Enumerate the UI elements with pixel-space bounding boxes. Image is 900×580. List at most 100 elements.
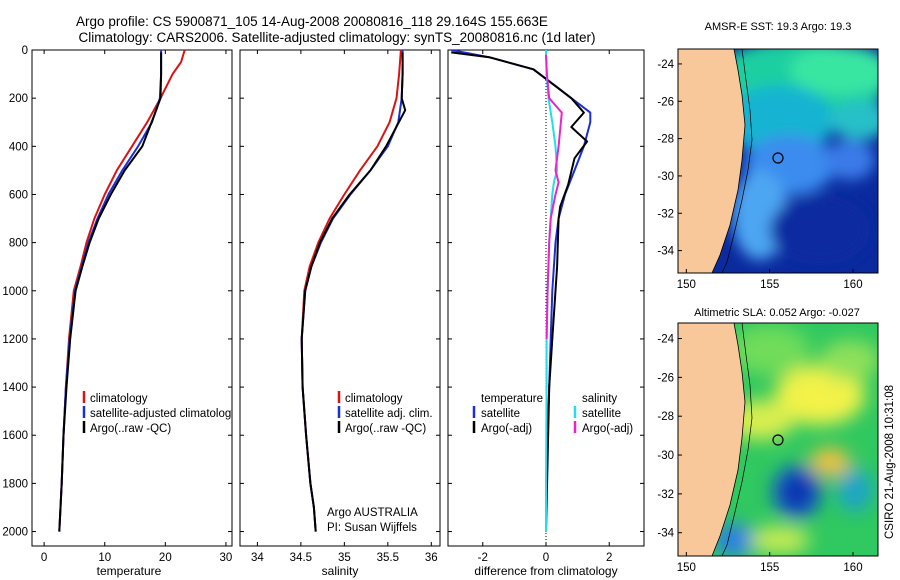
legend-label-climatology: climatology [90,393,148,405]
sla-south-eddy [713,524,757,556]
map-sst-frame [677,48,879,274]
legend-label-temp-argo: Argo(-adj) [481,423,532,435]
map-sla-ticks: 150 155 160 -24 -26 -28 -30 -32 -34 [657,334,862,574]
salinity-series [300,50,407,532]
sst-mid-east [830,100,878,140]
depth-tick-label: 1800 [2,478,28,490]
depth-tick-label: 1200 [2,334,28,346]
sst-cold-south [770,195,870,265]
panel-salinity: 34 34.5 35 35.5 36 salinity climatology sate… [239,49,441,578]
sla-lat-label: -26 [657,372,674,384]
depth-tick-label: 400 [9,141,28,153]
legend-label-satellite-adj: satellite adj. clim. [345,408,433,420]
depth-tick-label: 0 [22,45,28,57]
series-line-argo-raw-qc [300,52,407,532]
series-line-argo-raw-qc [58,52,163,532]
sst-lon-label: 160 [843,279,862,291]
sla-lat-label: -28 [657,411,674,423]
salinity-xlabel: salinity [322,564,359,578]
salinity-xtick-label: 36 [425,552,438,564]
map-sst-title: AMSR-E SST: 19.3 Argo: 19.3 [705,21,852,33]
map-sla-title: Altimetric SLA: 0.052 Argo: -0.027 [694,307,860,319]
sla-landmass [678,323,746,556]
temperature-xtick-label: 20 [159,552,172,564]
temperature-xtick-label: 0 [41,552,47,564]
series-line-salinity-argo-adj [545,54,563,339]
sst-landmass [678,49,746,273]
sla-lon-label: 150 [677,562,696,574]
sla-lat-label: -34 [657,528,674,540]
map-sla-field [678,323,878,556]
sst-lat-label: -28 [657,134,674,146]
map-sst-ticks: 150 155 160 -24 -26 -28 -30 -32 -34 [657,59,862,291]
legend-label-sal-satellite: satellite [582,408,621,420]
difference-series [451,50,592,532]
map-sst-field [678,49,878,273]
sst-lat-label: -34 [657,246,674,258]
difference-xtick-label: -2 [478,552,488,564]
legend-label-satellite-adjusted: satellite-adjusted climatology [90,408,237,420]
map-sla-frame [677,322,879,557]
depth-tick-label: 2000 [2,527,28,539]
sst-isobath [721,49,753,273]
temperature-series [58,50,186,532]
sst-lon-label: 155 [760,279,779,291]
temperature-xtick-label: 30 [220,552,233,564]
sst-lat-label: -26 [657,96,674,108]
sst-blobs [710,49,878,265]
temperature-axes-frame [31,49,233,547]
sst-lat-label: -30 [657,171,674,183]
sla-lon-label: 155 [760,562,779,574]
sla-south-yellow [750,526,810,554]
salinity-axes-frame [239,49,441,547]
legend-label-argo: Argo(..raw -QC) [345,423,426,435]
legend-title-temperature: temperature [481,393,543,405]
legend-label-sal-argo: Argo(-adj) [582,423,633,435]
depth-tick-label: 1000 [2,286,28,298]
annotation-argo-australia: Argo AUSTRALIA [327,507,418,519]
sst-lat-label: -32 [657,208,674,220]
sla-lat-label: -24 [657,334,674,346]
temperature-legend: climatology satellite-adjusted climatolo… [82,391,237,435]
figure-title-line2: Climatology: CARS2006. Satellite-adjuste… [78,30,595,45]
sla-east-eddy [837,468,873,512]
depth-tick-label: 600 [9,189,28,201]
sla-lon-label: 160 [843,562,862,574]
sla-cold-core [785,478,809,506]
difference-xtick-label: 2 [606,552,612,564]
difference-legend-salinity: salinity satellite Argo(-adj) [573,393,633,435]
panel-temperature: 0 10 20 30 0 200 400 600 800 1000 1200 1400 1600 1800… [2,45,237,578]
depth-tick-label: 200 [9,93,28,105]
annotation-pi: PI: Susan Wijffels [327,522,417,534]
legend-label-clip: satellite-adjusted climatology [90,408,237,420]
sla-lat-label: -30 [657,450,674,462]
salinity-legend: climatology satellite adj. clim. Argo(..… [337,391,433,435]
sla-yellow-center [775,365,865,425]
depth-tick-label: 800 [9,238,28,250]
sst-argo-marker [772,152,784,164]
map-sla: Altimetric SLA: 0.052 Argo: -0.027 150 15… [657,307,879,574]
salinity-xtick-label: 35 [338,552,351,564]
legend-label-climatology: climatology [345,393,403,405]
salinity-xtick-label: 34.5 [290,552,312,564]
panel-difference: -2 0 2 difference from climatology tempera… [447,49,645,578]
salinity-xtick-label: 35.5 [377,552,399,564]
depth-tick-label: 1400 [2,382,28,394]
sst-lon-label: 150 [677,279,696,291]
depth-tick-label: 1600 [2,430,28,442]
sla-blobs [713,325,878,556]
csiro-timestamp: CSIRO 21-Aug-2008 10:31:08 [884,385,896,539]
temperature-xtick-label: 10 [98,552,111,564]
difference-xlabel: difference from climatology [474,564,617,578]
sst-east [825,140,875,180]
difference-xtick-label: 0 [543,552,549,564]
temperature-xlabel: temperature [97,564,162,578]
series-line-salinity-satellite [545,50,559,532]
sla-lat-label: -32 [657,489,674,501]
series-line-temperature-argo-adj [451,51,589,532]
difference-plot: -2 0 2 [447,49,645,564]
map-sst: AMSR-E SST: 19.3 Argo: 19.3 150 155 160 -24… [657,21,879,291]
legend-label-temp-satellite: satellite [481,408,520,420]
figure-title-line1: Argo profile: CS 5900871_105 14-Aug-2008… [76,14,548,29]
